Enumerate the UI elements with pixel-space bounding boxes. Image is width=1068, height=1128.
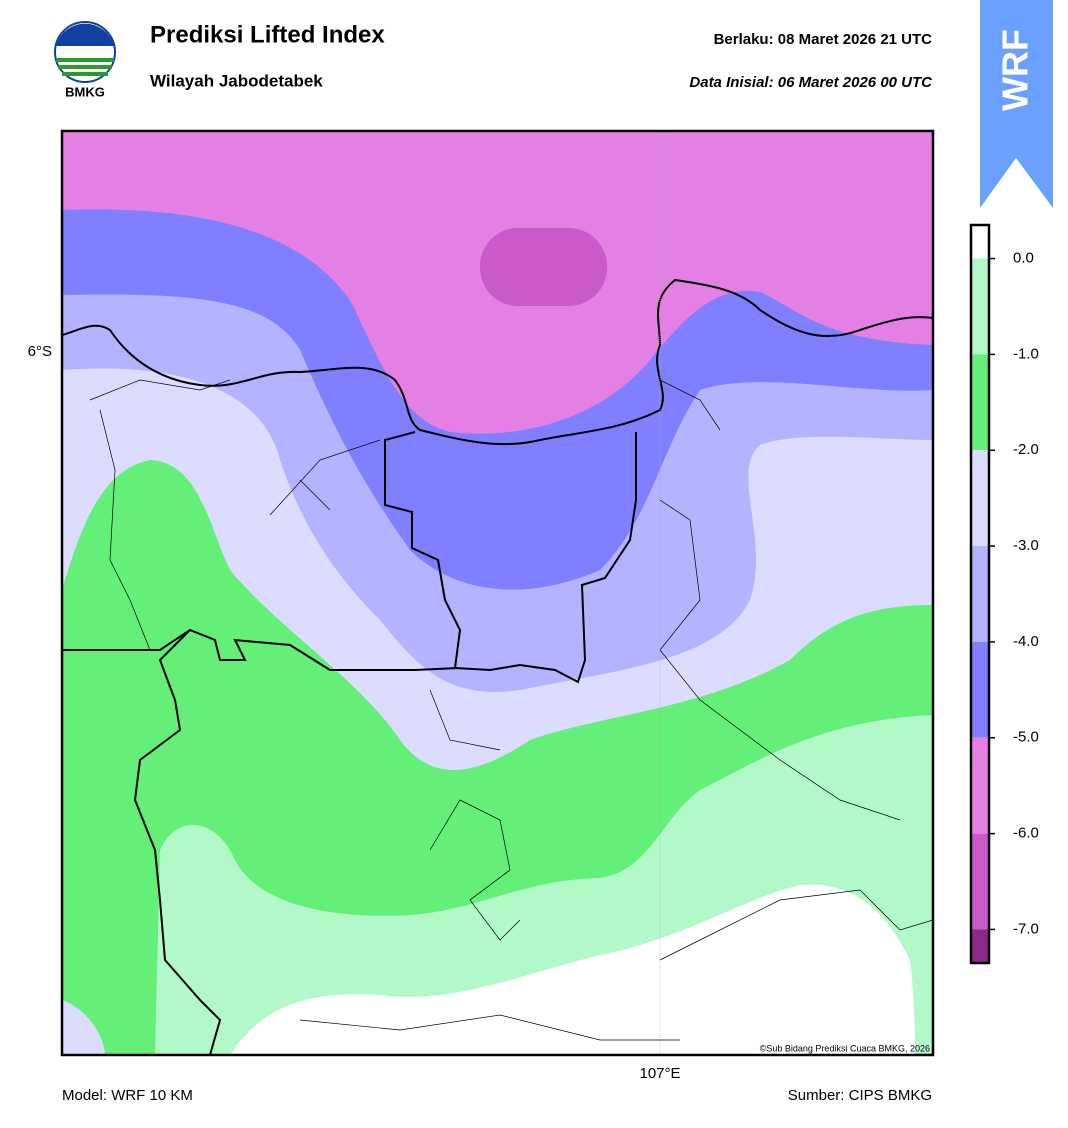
colorbar-tick-label: -6.0	[1013, 825, 1039, 842]
subtitle: Wilayah Jabodetabek	[150, 71, 323, 90]
source-label: Sumber: CIPS BMKG	[788, 1087, 932, 1104]
model-label: Model: WRF 10 KM	[62, 1087, 193, 1104]
map: ©Sub Bidang Prediksi Cuaca BMKG, 2026	[62, 131, 933, 1055]
colorbar-tick-label: -3.0	[1013, 537, 1039, 554]
title: Prediksi Lifted Index	[150, 21, 385, 48]
colorbar-segment	[971, 450, 989, 547]
map-frame	[60, 129, 935, 1057]
badge-text: WRF	[995, 29, 1036, 111]
colorbar-frame	[969, 223, 991, 965]
valid-time: Berlaku: 08 Maret 2026 21 UTC	[714, 31, 933, 48]
colorbar-segment	[971, 258, 989, 355]
badge: WRF	[980, 0, 1053, 208]
colorbar-tick-label: 0.0	[1013, 250, 1034, 267]
colorbar-tick-label: -5.0	[1013, 729, 1039, 746]
colorbar-segment	[971, 546, 989, 642]
lat-label: 6°S	[28, 343, 52, 360]
colorbar-segment	[971, 737, 989, 834]
credit: ©Sub Bidang Prediksi Cuaca BMKG, 2026	[760, 1043, 930, 1053]
init-time: Data Inisial: 06 Maret 2026 00 UTC	[689, 74, 933, 91]
colorbar-tick-label: -1.0	[1013, 345, 1039, 362]
colorbar-tick-label: -7.0	[1013, 920, 1039, 937]
colorbar-tick-label: -4.0	[1013, 633, 1039, 650]
colorbar-tick-label: -2.0	[1013, 441, 1039, 458]
colorbar-segment	[971, 833, 989, 930]
colorbar-segment	[971, 641, 989, 738]
lon-label: 107°E	[639, 1065, 680, 1082]
colorbar-segment	[971, 929, 989, 963]
colorbar: 0.0 -1.0 -2.0 -3.0 -4.0 -5.0 -6.0 -7.0	[969, 223, 1039, 965]
colorbar-segment	[971, 354, 989, 451]
colorbar-segment	[971, 225, 989, 259]
logo: BMKG	[54, 21, 116, 99]
logo-text: BMKG	[65, 84, 105, 99]
